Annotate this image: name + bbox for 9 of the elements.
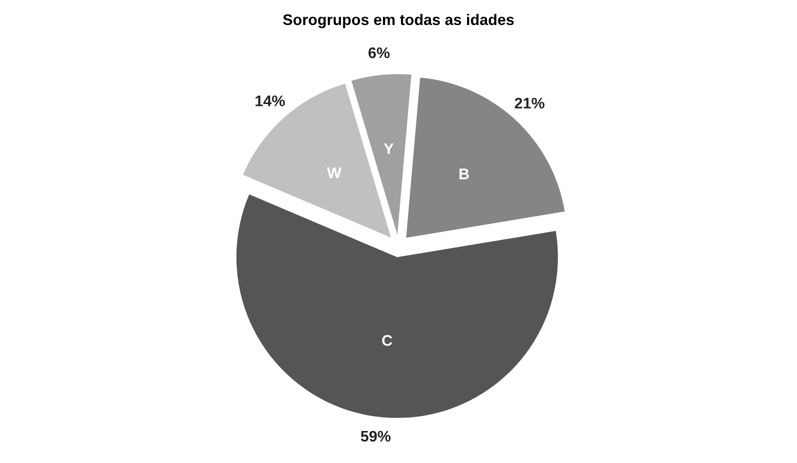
data-label: 21% (514, 98, 544, 109)
slice-label: C (382, 335, 392, 346)
data-label: 6% (368, 47, 390, 58)
chart-title: Sorogrupos em todas as idades (283, 14, 514, 28)
data-label: 59% (360, 430, 391, 442)
data-label: 14% (256, 96, 285, 106)
slice-label: W (327, 168, 342, 178)
slice-label: B (460, 168, 469, 180)
slice-label: Y (384, 143, 394, 154)
